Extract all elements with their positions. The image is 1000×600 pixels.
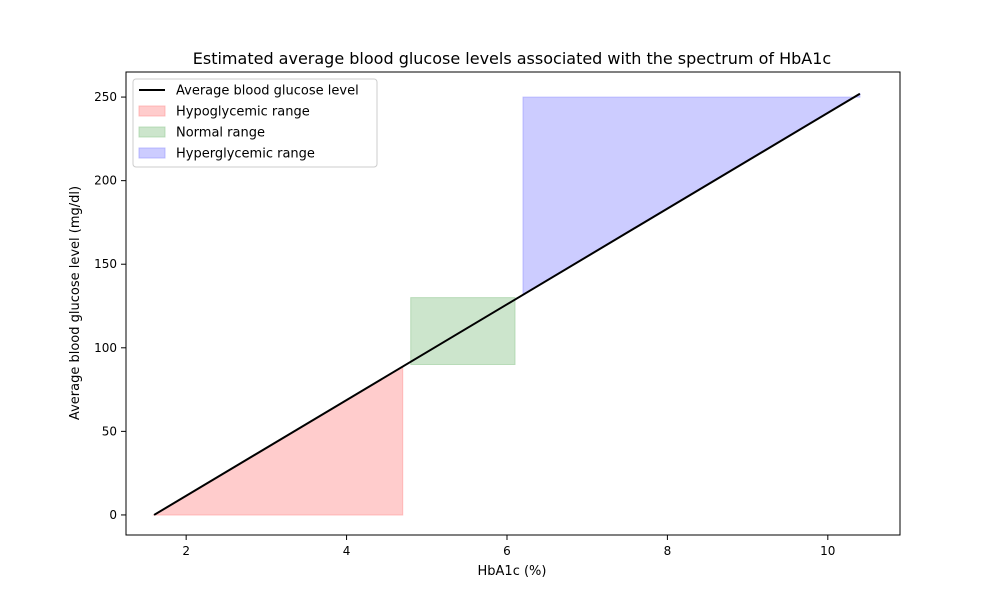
legend-swatch-hyperglycemic (138, 147, 166, 159)
y-axis-label: Average blood glucose level (mg/dl) (68, 186, 83, 420)
x-tick-label: 2 (182, 544, 190, 558)
y-axis-ticks: 0 50 100 150 200 250 (94, 90, 126, 522)
legend-box (132, 78, 378, 168)
x-tick-label: 8 (664, 544, 672, 558)
x-axis-label: HbA1c (%) (478, 564, 547, 579)
x-axis-ticks: 2 4 6 8 10 (182, 535, 835, 558)
y-tick-label: 250 (94, 90, 117, 104)
y-tick-label: 100 (94, 341, 117, 355)
chart-title: Estimated average blood glucose levels a… (193, 49, 831, 68)
y-tick-label: 200 (94, 174, 117, 188)
legend-swatch-hypoglycemic (138, 105, 166, 117)
y-tick-label: 150 (94, 257, 117, 271)
x-tick-label: 4 (343, 544, 351, 558)
x-tick-label: 6 (503, 544, 511, 558)
glucose-line-group (153, 92, 861, 516)
glucose-line (153, 92, 861, 516)
legend-label-normal: Normal range (176, 126, 265, 141)
legend-label-hyperglycemic: Hyperglycemic range (176, 147, 315, 162)
legend-swatch-normal (138, 126, 166, 138)
x-tick-label: 10 (820, 544, 835, 558)
y-tick-label: 0 (109, 508, 117, 522)
legend-label-line: Average blood glucose level (176, 84, 359, 99)
y-tick-label: 50 (102, 424, 117, 438)
legend: Average blood glucose level Hypoglycemic … (132, 78, 378, 168)
legend-label-hypoglycemic: Hypoglycemic range (176, 105, 310, 120)
plot-frame (125, 71, 901, 536)
